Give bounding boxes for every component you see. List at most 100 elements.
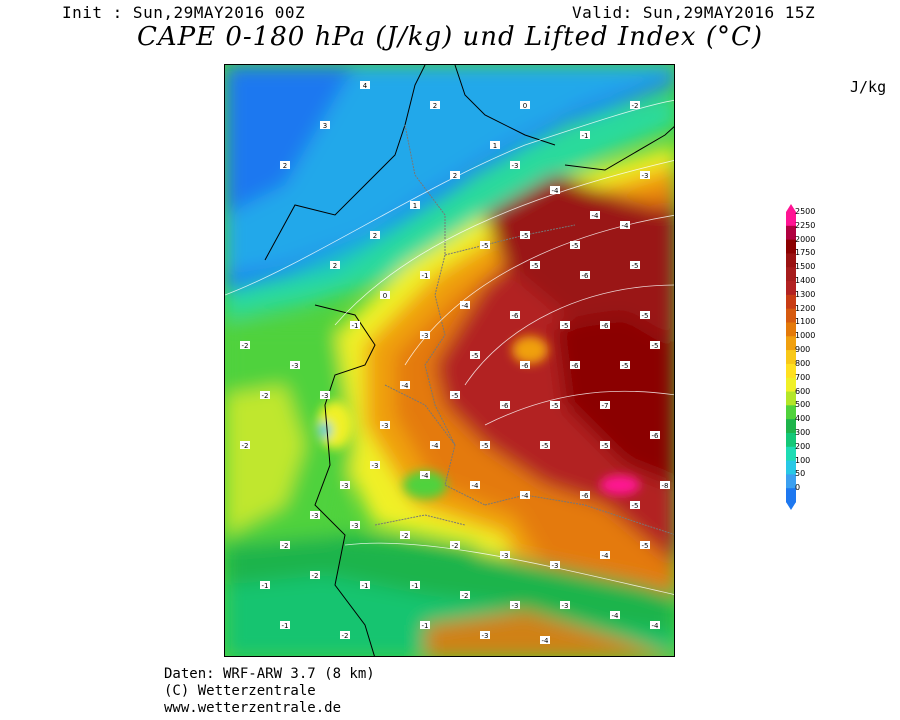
- li-label: -3: [290, 361, 300, 370]
- legend-label: 50: [795, 469, 806, 479]
- li-label: -1: [280, 621, 290, 630]
- svg-text:2: 2: [433, 102, 437, 110]
- legend-label: 1300: [795, 289, 816, 299]
- svg-text:-5: -5: [622, 362, 629, 370]
- li-label: -4: [600, 551, 610, 560]
- legend-swatch: [786, 419, 796, 434]
- valid-time: Valid: Sun,29MAY2016 15Z: [572, 3, 816, 22]
- li-label: -5: [470, 351, 480, 360]
- legend-label: 2250: [795, 220, 816, 230]
- li-label: -1: [420, 271, 430, 280]
- svg-text:-5: -5: [482, 242, 489, 250]
- legend-unit: J/kg: [850, 78, 887, 96]
- li-label: -2: [310, 571, 320, 580]
- li-label: 2: [430, 101, 440, 110]
- li-label: -4: [540, 636, 550, 645]
- legend-label: 1200: [795, 303, 816, 313]
- footer-website[interactable]: www.wetterzentrale.de: [164, 700, 342, 716]
- li-label: -6: [580, 491, 590, 500]
- li-label: -1: [260, 581, 270, 590]
- svg-text:-2: -2: [402, 532, 409, 540]
- li-label: -3: [550, 561, 560, 570]
- legend-swatch: [786, 322, 796, 337]
- svg-text:2: 2: [453, 172, 457, 180]
- legend-swatch: [786, 212, 796, 227]
- li-label: -3: [320, 391, 330, 400]
- svg-text:-2: -2: [342, 632, 349, 640]
- svg-text:-5: -5: [642, 312, 649, 320]
- li-label: -4: [470, 481, 480, 490]
- li-label: -5: [480, 441, 490, 450]
- li-label: -5: [570, 241, 580, 250]
- svg-text:-8: -8: [662, 482, 669, 490]
- svg-text:-2: -2: [242, 342, 249, 350]
- svg-text:-4: -4: [402, 382, 410, 390]
- legend-label: 1000: [795, 331, 816, 341]
- svg-text:-4: -4: [542, 637, 550, 645]
- li-label: -5: [600, 441, 610, 450]
- legend-swatch: [786, 391, 796, 406]
- legend-swatch: [786, 405, 796, 420]
- legend-swatch: [786, 294, 796, 310]
- svg-text:-1: -1: [422, 272, 429, 280]
- legend-swatch: [786, 446, 796, 462]
- country-borders: [374, 124, 674, 535]
- svg-text:-5: -5: [532, 262, 539, 270]
- legend-label: 800: [795, 358, 811, 368]
- li-label: -3: [420, 331, 430, 340]
- li-label: 3: [320, 121, 330, 130]
- li-label: -2: [340, 631, 350, 640]
- li-label: -3: [340, 481, 350, 490]
- svg-text:-5: -5: [472, 352, 479, 360]
- legend-swatch: [786, 460, 796, 475]
- svg-text:-4: -4: [552, 187, 560, 195]
- li-label: -2: [400, 531, 410, 540]
- svg-text:-4: -4: [622, 222, 630, 230]
- map-canvas: -3 -4 -4 -5 -5 -4 -5 -5 -6 -5 -4 -6 -5 -6 -5 -3 -5 -6 -6 -5…: [225, 65, 674, 656]
- li-label: 1: [410, 201, 420, 210]
- svg-text:1: 1: [413, 202, 417, 210]
- svg-text:-1: -1: [582, 132, 589, 140]
- svg-text:-3: -3: [382, 422, 389, 430]
- legend-colorbar: [786, 204, 796, 510]
- svg-text:-5: -5: [552, 402, 559, 410]
- svg-text:-5: -5: [572, 242, 579, 250]
- svg-text:-1: -1: [412, 582, 419, 590]
- svg-text:-3: -3: [552, 562, 559, 570]
- field-peak: [600, 475, 640, 495]
- svg-text:-2: -2: [632, 102, 639, 110]
- svg-text:-6: -6: [652, 432, 660, 440]
- svg-text:-5: -5: [642, 542, 649, 550]
- svg-text:-4: -4: [432, 442, 440, 450]
- legend-swatch: [786, 267, 796, 282]
- li-label: -5: [630, 261, 640, 270]
- li-label: -4: [590, 211, 600, 220]
- svg-text:-5: -5: [522, 232, 529, 240]
- legend-arrow-bottom: [786, 502, 796, 510]
- svg-text:2: 2: [373, 232, 377, 240]
- legend-swatch: [786, 377, 796, 393]
- svg-text:-3: -3: [502, 552, 509, 560]
- li-label: -4: [460, 301, 470, 310]
- svg-text:-1: -1: [362, 582, 369, 590]
- svg-text:-6: -6: [502, 402, 510, 410]
- li-label: -2: [280, 541, 290, 550]
- svg-text:-3: -3: [292, 362, 299, 370]
- li-label: 2: [280, 161, 290, 170]
- li-label: 0: [520, 101, 530, 110]
- svg-text:-5: -5: [562, 322, 569, 330]
- li-label: -3: [310, 511, 320, 520]
- svg-text:-3: -3: [372, 462, 379, 470]
- li-label: -3: [640, 171, 650, 180]
- svg-text:-1: -1: [282, 622, 289, 630]
- li-label: -2: [450, 541, 460, 550]
- li-label: -1: [360, 581, 370, 590]
- li-label: -5: [640, 541, 650, 550]
- init-time: Init : Sun,29MAY2016 00Z: [62, 3, 306, 22]
- li-label: -5: [530, 261, 540, 270]
- li-label: -4: [610, 611, 620, 620]
- li-label: -3: [380, 421, 390, 430]
- svg-text:-4: -4: [592, 212, 600, 220]
- li-label: -5: [640, 311, 650, 320]
- legend-label: 2000: [795, 234, 816, 244]
